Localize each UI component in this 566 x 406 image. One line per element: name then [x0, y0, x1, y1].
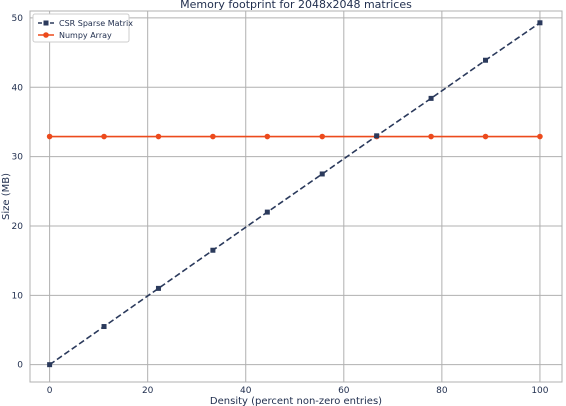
legend-marker [43, 32, 49, 38]
x-axis-ticks: 0 20 40 60 80 100 [47, 386, 549, 396]
data-point [428, 133, 434, 140]
y-tick-label: 10 [12, 291, 24, 301]
data-point [537, 20, 543, 26]
y-axis-ticks: 0 10 20 30 40 50 [12, 14, 24, 371]
y-tick-label: 40 [12, 83, 24, 93]
data-point [537, 133, 543, 140]
data-point [46, 133, 53, 140]
x-axis-label: Density (percent non-zero entries) [210, 396, 382, 406]
legend-marker [43, 20, 49, 26]
data-point [155, 285, 161, 291]
x-tick-label: 80 [436, 386, 448, 396]
x-tick-label: 60 [338, 386, 350, 396]
data-point [319, 171, 325, 177]
data-point [482, 133, 489, 140]
data-point [319, 133, 326, 140]
x-tick-label: 0 [47, 386, 53, 396]
y-tick-label: 50 [12, 14, 24, 24]
legend-label: Numpy Array [59, 31, 112, 40]
x-tick-label: 100 [531, 386, 548, 396]
x-tick-label: 20 [142, 386, 154, 396]
y-tick-label: 20 [12, 222, 24, 232]
series-0 [47, 20, 543, 368]
data-point [483, 57, 489, 63]
data-point [101, 133, 107, 140]
data-point [374, 133, 380, 139]
y-tick-label: 0 [17, 361, 23, 371]
y-tick-label: 30 [12, 153, 24, 163]
legend-box [32, 13, 130, 43]
data-point [210, 247, 216, 253]
legend-item: Numpy Array [38, 31, 112, 40]
data-point [47, 362, 53, 368]
legend: CSR Sparse Matrix Numpy Array [32, 13, 133, 43]
x-tick-label: 40 [240, 386, 252, 396]
data-point [264, 133, 271, 140]
series-line [49, 22, 541, 366]
data-point [210, 133, 216, 140]
chart-title: Memory footprint for 2048x2048 matrices [180, 0, 412, 11]
data-point [428, 95, 434, 101]
series [46, 20, 543, 368]
y-axis-label: Size (MB) [1, 173, 12, 220]
data-point [101, 324, 107, 330]
legend-label: CSR Sparse Matrix [59, 19, 133, 28]
data-point [155, 133, 162, 140]
data-point [264, 209, 270, 215]
legend-item: CSR Sparse Matrix [38, 19, 133, 28]
plot-frame [29, 10, 563, 383]
